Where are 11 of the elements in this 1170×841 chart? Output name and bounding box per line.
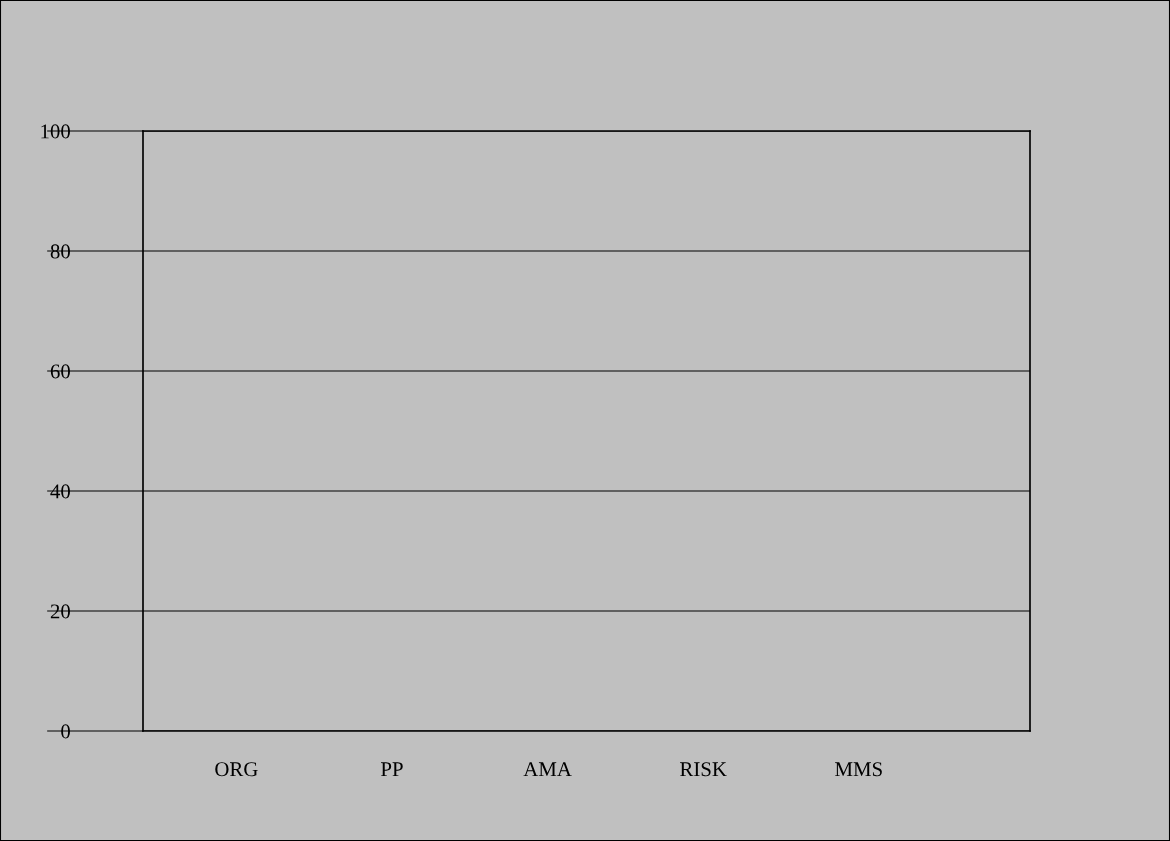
y-tick-label: 100	[41, 124, 70, 139]
y-tick-label: 20	[50, 604, 70, 619]
y-tick-label: 60	[50, 364, 70, 379]
x-tick-label: PP	[381, 762, 403, 777]
y-tick-label: 0	[61, 724, 70, 739]
x-tick-label: AMA	[523, 762, 572, 777]
x-tick-label: MMS	[835, 762, 882, 777]
y-tick-label: 80	[50, 244, 70, 259]
y-tick-label: 40	[50, 484, 70, 499]
x-tick-label: ORG	[215, 762, 258, 777]
x-tick-label: RISK	[680, 762, 727, 777]
